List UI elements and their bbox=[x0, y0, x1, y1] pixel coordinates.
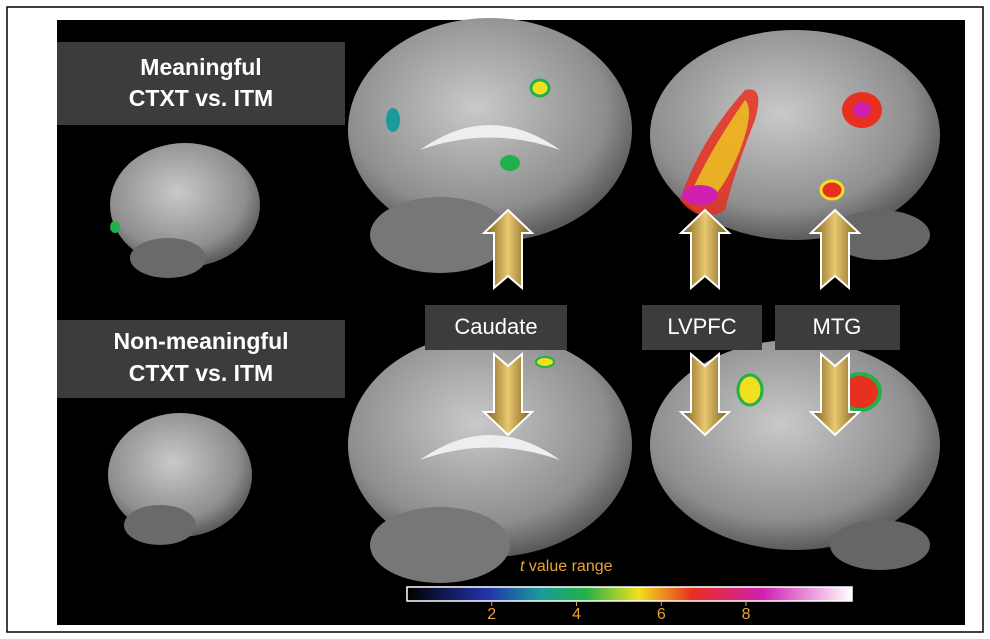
colorbar-title: t value range bbox=[520, 558, 613, 575]
brains bbox=[108, 18, 940, 583]
panel-label: Meaningful bbox=[140, 54, 261, 80]
panel-label: CTXT vs. ITM bbox=[129, 360, 273, 386]
panel-label: Non-meaningful bbox=[113, 328, 288, 354]
colorbar-tick-label: 2 bbox=[487, 606, 496, 623]
region-label: Caudate bbox=[454, 314, 537, 339]
colorbar bbox=[406, 586, 853, 602]
panel-label: CTXT vs. ITM bbox=[129, 85, 273, 111]
region-box bbox=[775, 305, 900, 350]
colorbar-title-text: value range bbox=[529, 558, 613, 575]
colorbar-tick-label: 6 bbox=[657, 606, 666, 623]
region-box bbox=[642, 305, 762, 350]
label-box bbox=[57, 320, 345, 398]
colorbar-variable: t bbox=[520, 558, 525, 575]
label-box bbox=[57, 42, 345, 125]
region-label: MTG bbox=[813, 314, 862, 339]
colorbar-tick-label: 8 bbox=[742, 606, 751, 623]
region-box bbox=[425, 305, 567, 350]
colorbar-tick-label: 4 bbox=[572, 606, 581, 623]
region-label: LVPFC bbox=[667, 314, 736, 339]
